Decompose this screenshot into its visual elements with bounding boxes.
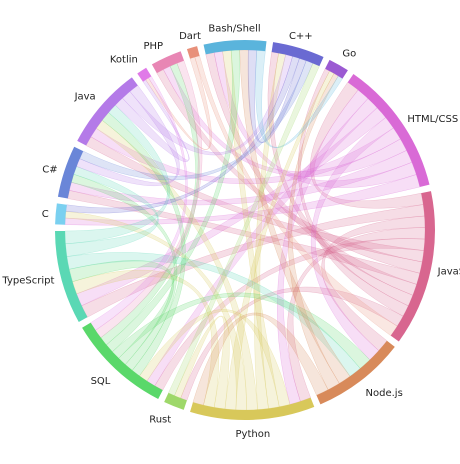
ribbon-kotlin-sql [90,75,188,331]
ribbon-javascript-go [298,68,409,317]
arc-rust [164,392,187,410]
label-kotlin: Kotlin [110,55,138,66]
ribbon-typescript-node-js [66,252,361,377]
label-c: C# [42,165,57,176]
label-rust: Rust [149,415,171,426]
ribbon-javascript-python [287,227,426,402]
label-javascript: JavaScript [437,267,460,278]
label-c: C [42,209,49,220]
ribbons-layer [64,49,426,411]
ribbon-html-css-python [276,89,369,405]
ribbon-dart-kotlin [145,56,212,150]
arc-c [271,42,324,67]
label-sql: SQL [91,376,111,387]
ribbon-java-kotlin [114,79,190,163]
arc-python [190,397,315,420]
label-c: C++ [289,31,313,42]
label-typescript: TypeScript [1,275,54,286]
label-go: Go [342,49,356,60]
ribbon-javascript-c [267,51,414,307]
arc-html-css [347,73,430,188]
label-python: Python [236,429,271,440]
ribbon-node-js-bash-shell [239,49,351,384]
label-node-js: Node.js [366,388,403,399]
arc-php [151,51,185,74]
ribbon-c-bash-shell [247,49,307,143]
arc-node-js [316,340,395,405]
arc-typescript [55,230,88,323]
label-bash-shell: Bash/Shell [208,23,260,34]
ribbon-html-css-php [163,65,407,178]
arc-sql [82,322,163,400]
label-php: PHP [143,41,163,52]
ribbon-javascript-php [156,69,423,274]
arc-java [77,77,138,146]
arc-javascript [390,191,435,342]
ribbon-sql-node-js [112,292,371,369]
label-java: Java [74,91,96,102]
ribbon-javascript-typescript [81,204,425,318]
label-dart: Dart [179,31,201,42]
arc-go [325,59,348,79]
arc-dart [186,46,200,59]
arc-bash-shell [203,40,267,55]
labels-layer: Bash/Shell C++ Go HTML/CSS JavaScript Node.js… [1,23,460,440]
arc-c [57,146,84,199]
arc-c [55,203,67,225]
arcs-layer [55,40,435,420]
label-html-css: HTML/CSS [407,114,458,125]
arc-kotlin [137,67,152,82]
ribbon-javascript-bash-shell [205,52,417,296]
